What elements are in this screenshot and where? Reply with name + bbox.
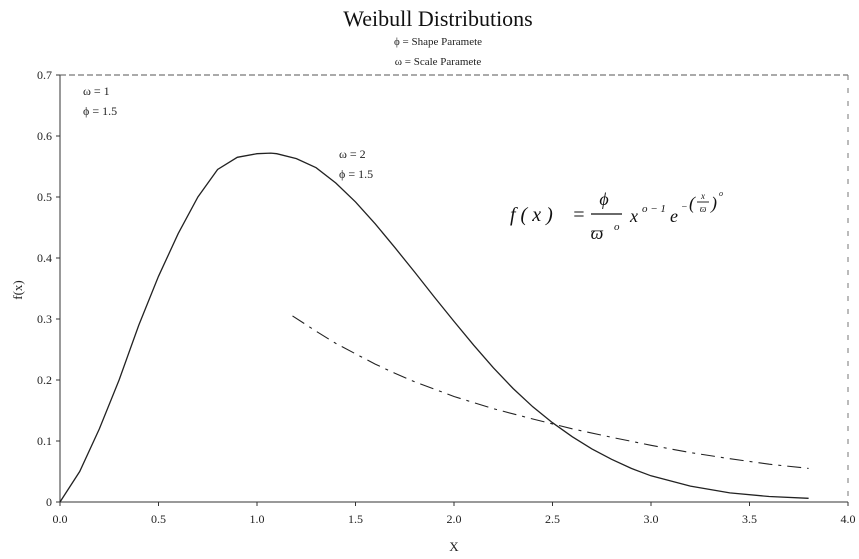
annotation-series2-shape: ϕ = 1.5: [339, 167, 373, 181]
formula-e: e: [670, 206, 678, 226]
formula-x-exponent: ο − 1: [642, 203, 666, 215]
x-tick-label: 0.0: [53, 512, 68, 526]
annotation-series2-scale: ω = 2: [339, 147, 366, 161]
y-axis-ticks: 0 0.1 0.2 0.3 0.4 0.5 0.6 0.7: [37, 68, 60, 509]
y-tick-label: 0.4: [37, 251, 52, 265]
formula-denominator-exponent: ο: [614, 221, 620, 233]
formula-numerator: ϕ: [599, 189, 608, 209]
x-tick-label: 4.0: [841, 512, 856, 526]
x-tick-label: 1.0: [250, 512, 265, 526]
formula-e-exp-denominator: ϖ: [700, 204, 707, 214]
y-tick-label: 0.7: [37, 68, 52, 82]
series-layer: [59, 152, 809, 503]
formula-e-exp-numerator: x: [700, 191, 705, 201]
y-tick-label: 0.6: [37, 129, 52, 143]
chart-subtitle-shape: ϕ = Shape Paramete: [394, 36, 482, 48]
formula-denominator: ϖ: [591, 223, 604, 243]
formula-right-paren: ): [710, 193, 717, 214]
y-tick-label: 0: [46, 495, 52, 509]
annotation-series1-shape: ϕ = 1.5: [83, 104, 117, 118]
chart-subtitle-scale: ω = Scale Paramete: [395, 56, 482, 68]
x-tick-label: 1.5: [348, 512, 363, 526]
y-tick-label: 0.3: [37, 312, 52, 326]
formula-equals: =: [572, 204, 586, 226]
series-line-1: [59, 152, 809, 503]
x-tick-label: 3.5: [742, 512, 757, 526]
y-tick-label: 0.1: [37, 434, 52, 448]
weibull-formula: f ( x ) = ϕ ϖ ο x ο − 1 e − ( x ϖ ) ο: [510, 189, 723, 243]
formula-left-paren: (: [689, 193, 696, 214]
x-axis-ticks: 0.0 0.5 1.0 1.5 2.0 2.5 3.0 3.5 4.0: [53, 502, 856, 526]
formula-e-exp-power: ο: [719, 189, 723, 198]
x-tick-label: 3.0: [644, 512, 659, 526]
y-tick-label: 0.2: [37, 373, 52, 387]
y-tick-label: 0.5: [37, 190, 52, 204]
x-axis-label: X: [449, 539, 459, 554]
annotation-series1-scale: ω = 1: [83, 84, 110, 98]
series-line-2: [292, 315, 809, 469]
formula-x: x: [629, 206, 638, 226]
formula-e-minus: −: [681, 202, 688, 213]
formula-lhs: f ( x ): [510, 204, 553, 226]
chart-title: Weibull Distributions: [343, 6, 533, 31]
y-axis-label: f(x): [10, 280, 25, 300]
x-tick-label: 2.0: [447, 512, 462, 526]
x-tick-label: 0.5: [151, 512, 166, 526]
x-tick-label: 2.5: [545, 512, 560, 526]
